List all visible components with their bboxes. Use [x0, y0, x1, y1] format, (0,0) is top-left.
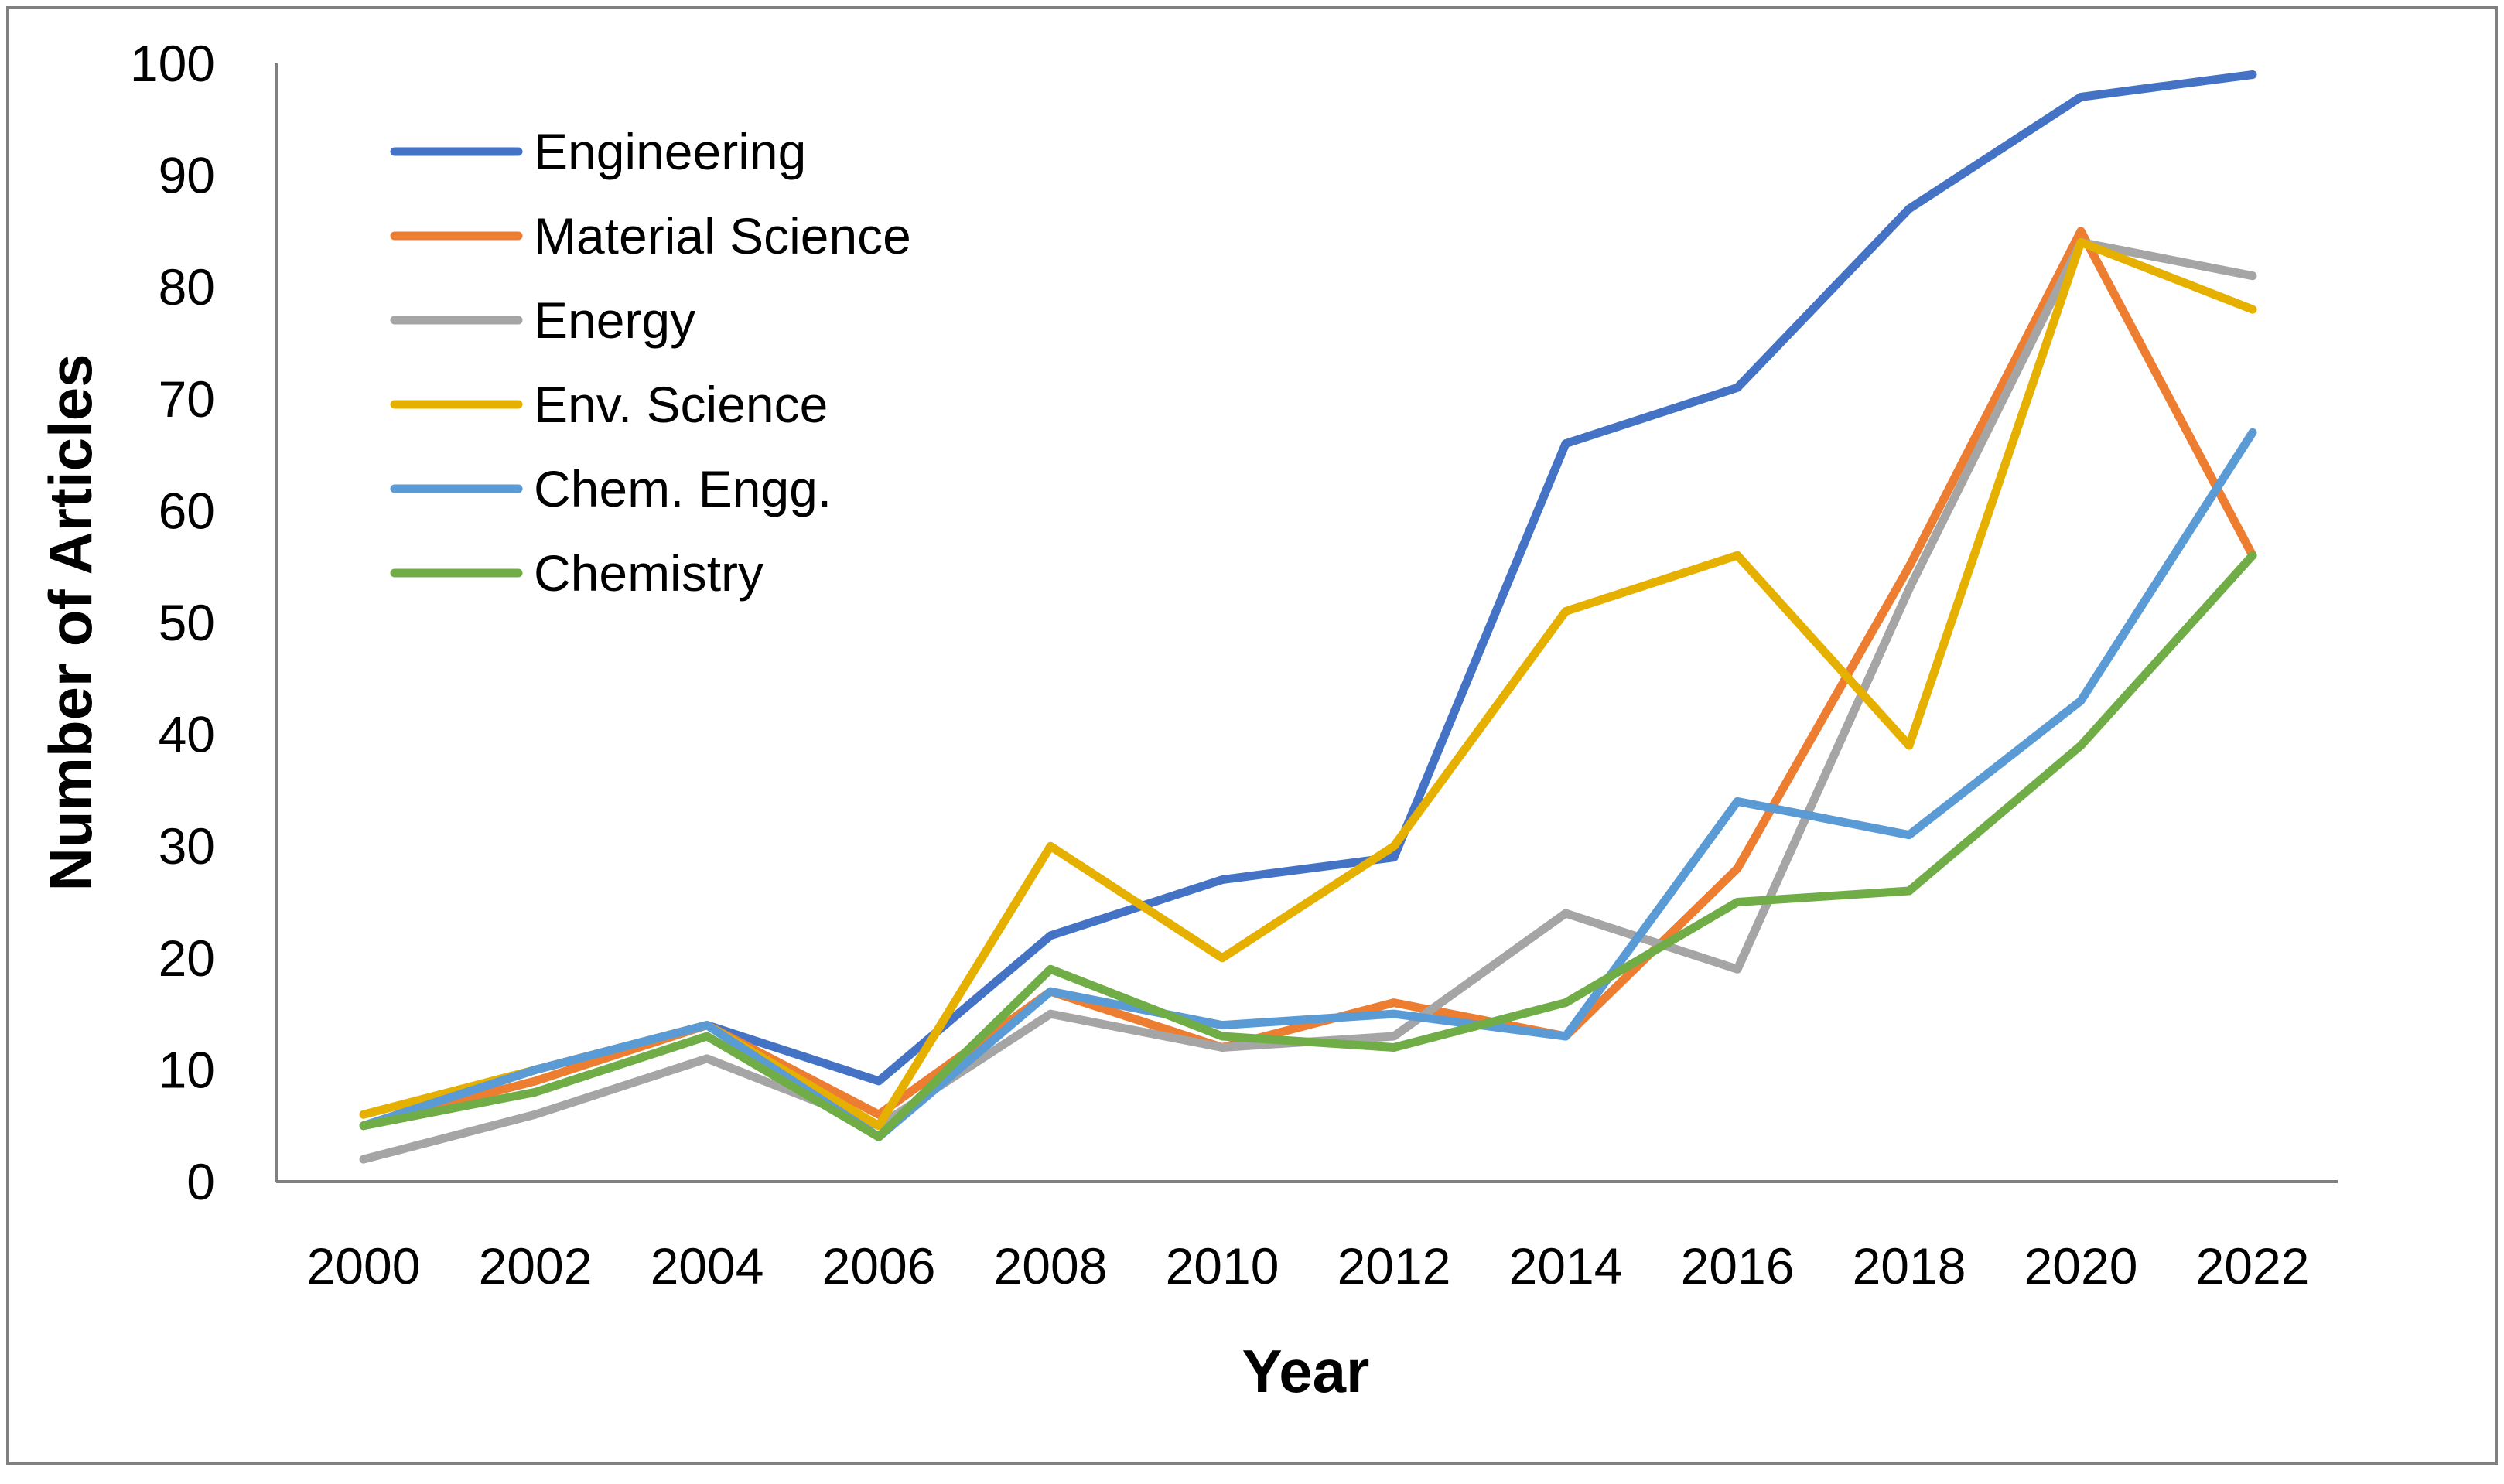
y-tick-label: 10 [159, 1041, 215, 1098]
y-tick-label: 60 [159, 482, 215, 539]
y-tick-label: 80 [159, 258, 215, 316]
y-tick-label: 40 [159, 706, 215, 763]
legend-label-env-science: Env. Science [534, 376, 828, 433]
legend-label-chemistry: Chemistry [534, 544, 763, 602]
x-tick-label: 2012 [1337, 1237, 1451, 1295]
x-tick-label: 2010 [1166, 1237, 1279, 1295]
x-tick-label: 2020 [2024, 1237, 2138, 1295]
y-tick-label: 20 [159, 930, 215, 987]
y-axis-title: Number of Articles [36, 354, 104, 892]
series-lines [359, 70, 2257, 1164]
y-tick-label: 70 [159, 370, 215, 428]
axes [275, 63, 2338, 1183]
series-line-chemistry [359, 551, 2257, 1141]
x-tick-label: 2022 [2196, 1237, 2310, 1295]
x-tick-label: 2016 [1681, 1237, 1795, 1295]
legend: Engineering Material Science Energy Env. Sc… [390, 123, 911, 602]
x-tick-label: 2002 [479, 1237, 593, 1295]
x-tick-label: 2018 [1853, 1237, 1966, 1295]
legend-label-material-science: Material Science [534, 207, 911, 264]
x-axis-title: Year [1242, 1337, 1370, 1405]
x-tick-label: 2008 [994, 1237, 1108, 1295]
y-tick-label: 50 [159, 594, 215, 651]
legend-label-chem-engg: Chem. Engg. [534, 460, 832, 517]
x-tick-label: 2006 [822, 1237, 936, 1295]
y-tick-label: 0 [186, 1153, 215, 1210]
x-tick-label: 2000 [307, 1237, 421, 1295]
x-tick-label: 2004 [651, 1237, 764, 1295]
x-tick-label: 2014 [1509, 1237, 1623, 1295]
series-line-chem-engg [359, 428, 2257, 1141]
legend-label-energy: Energy [534, 292, 695, 349]
y-tick-label: 30 [159, 817, 215, 875]
y-axis-ticks: 0 10 20 30 40 50 60 70 80 90 100 [130, 35, 215, 1210]
legend-label-engineering: Engineering [534, 123, 806, 180]
y-tick-label: 100 [130, 35, 215, 92]
x-axis-ticks: 2000 2002 2004 2006 2008 2010 2012 2014 2016 2018… [307, 1237, 2310, 1295]
y-tick-label: 90 [159, 147, 215, 204]
